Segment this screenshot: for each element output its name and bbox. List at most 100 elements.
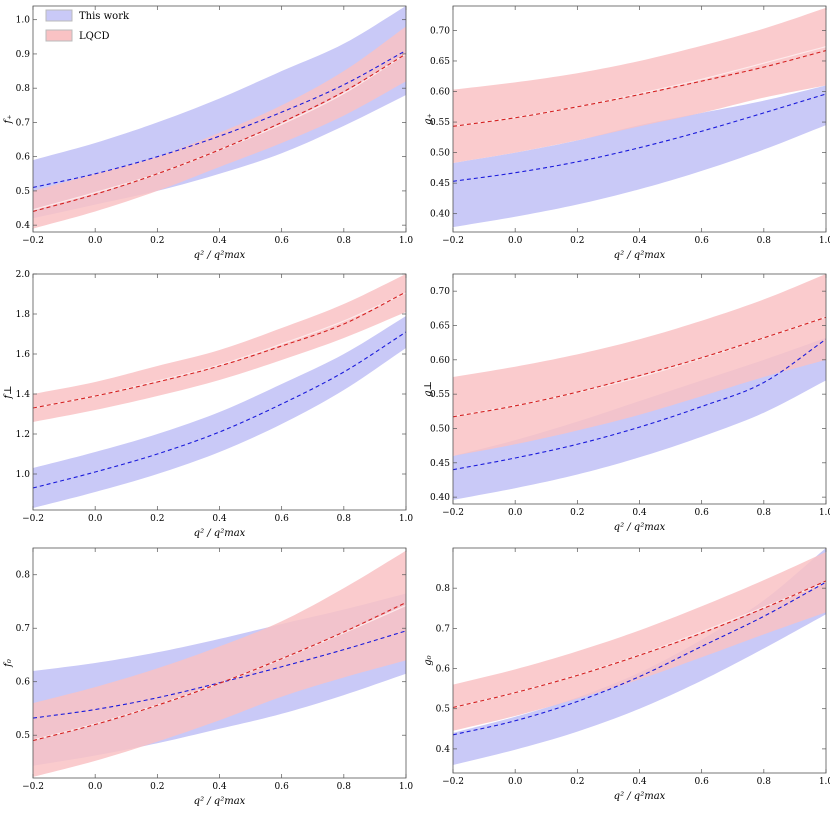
y-axis-title: g₊ <box>423 113 434 125</box>
band-lqcd <box>33 274 406 422</box>
x-tick-label: 0.2 <box>150 782 164 792</box>
x-tick-label: −0.2 <box>442 508 464 518</box>
x-tick-label: −0.2 <box>22 514 44 524</box>
x-tick-label: 0.2 <box>570 236 584 246</box>
y-tick-label: 0.40 <box>430 210 450 220</box>
band-lqcd <box>453 552 826 731</box>
y-tick-label: 0.45 <box>430 459 450 469</box>
x-tick-label: 0.4 <box>632 508 647 518</box>
x-tick-label: 0.4 <box>212 782 227 792</box>
x-tick-label: 0.6 <box>695 508 710 518</box>
band-this-work <box>453 548 826 765</box>
y-tick-label: 1.4 <box>16 390 31 400</box>
legend-swatch-lqcd <box>45 29 73 42</box>
x-tick-label: 1.0 <box>819 508 830 518</box>
x-tick-label: 0.2 <box>150 514 164 524</box>
band-lqcd <box>453 274 826 456</box>
central-line-lqcd <box>33 53 406 212</box>
x-tick-label: 1.0 <box>819 236 830 246</box>
y-tick-label: 1.2 <box>16 430 30 440</box>
central-line-lqcd <box>453 580 826 709</box>
y-tick-label: 0.5 <box>16 187 31 197</box>
x-tick-label: 0.6 <box>275 236 290 246</box>
x-tick-label: 0.0 <box>88 782 103 792</box>
y-tick-label: 0.60 <box>430 88 450 98</box>
y-tick-label: 0.6 <box>16 153 31 163</box>
y-tick-label: 0.6 <box>16 678 31 688</box>
y-tick-label: 0.50 <box>430 424 450 434</box>
x-tick-label: 0.2 <box>570 508 584 518</box>
y-axis-title: g₀ <box>423 655 434 665</box>
chart-panel-2: −0.2 0.0 0.2 0.4 0.6 0.8 1.0 0.40 0.45 0.50 0.55 0.… <box>423 5 830 261</box>
y-tick-label: 0.8 <box>16 571 31 581</box>
central-line-lqcd <box>453 50 826 127</box>
y-tick-label: 0.5 <box>16 731 31 741</box>
central-line-this-work <box>453 93 826 182</box>
y-tick-label: 1.8 <box>16 310 31 320</box>
x-tick-label: 0.8 <box>757 508 772 518</box>
chart-panel-4: −0.2 0.0 0.2 0.4 0.6 0.8 1.0 0.40 0.45 0.50 0.55 0.… <box>423 273 830 533</box>
y-axis-title: g⊥ <box>423 381 434 397</box>
x-tick-label: 0.0 <box>508 508 523 518</box>
x-tick-label: 1.0 <box>819 777 830 787</box>
x-tick-label: 0.4 <box>212 236 227 246</box>
x-axis-title: q² / q²max <box>614 250 666 261</box>
y-tick-label: 1.6 <box>16 350 31 360</box>
central-line-lqcd <box>453 316 826 418</box>
central-line-this-work <box>453 338 826 471</box>
x-tick-label: 0.0 <box>88 514 103 524</box>
central-line-this-work <box>453 581 826 736</box>
y-tick-label: 1.0 <box>16 16 31 26</box>
x-tick-label: 0.2 <box>150 236 164 246</box>
lqcd-band-midline <box>453 46 826 127</box>
y-tick-label: 0.5 <box>436 705 451 715</box>
y-axis-title: f₀ <box>3 659 14 668</box>
y-axis-title: f⊥ <box>3 385 14 399</box>
x-tick-label: −0.2 <box>22 236 44 246</box>
legend-label-lqcd: LQCD <box>79 31 110 42</box>
chart-panel-6: −0.2 0.0 0.2 0.4 0.6 0.8 1.0 0.4 0.5 0.6 0.7 0.8 q² … <box>423 547 830 802</box>
x-tick-label: 0.4 <box>632 236 647 246</box>
chart-panel-5: −0.2 0.0 0.2 0.4 0.6 0.8 1.0 0.5 0.6 0.7 0.8 q² / q… <box>3 547 413 807</box>
y-tick-label: 0.70 <box>430 287 450 297</box>
x-tick-label: −0.2 <box>22 782 44 792</box>
x-tick-label: 0.2 <box>570 777 584 787</box>
x-axis-title: q² / q²max <box>194 250 246 261</box>
x-tick-label: 0.4 <box>632 777 647 787</box>
central-line-this-work <box>33 630 406 719</box>
x-tick-label: −0.2 <box>442 777 464 787</box>
y-tick-label: 0.4 <box>16 221 31 231</box>
band-this-work <box>33 316 406 508</box>
x-axis-title: q² / q²max <box>614 791 666 802</box>
y-tick-label: 0.7 <box>16 624 31 634</box>
band-lqcd <box>453 7 826 163</box>
central-line-this-work <box>33 50 406 189</box>
x-tick-label: 1.0 <box>399 514 414 524</box>
x-tick-label: 0.6 <box>695 236 710 246</box>
x-tick-label: 1.0 <box>399 236 414 246</box>
band-lqcd <box>33 26 406 229</box>
y-tick-label: 0.4 <box>436 745 451 755</box>
y-axis-title: f₊ <box>3 115 14 125</box>
x-axis-title: q² / q²max <box>614 522 666 533</box>
central-line-lqcd <box>33 291 406 409</box>
central-line-this-work <box>33 331 406 489</box>
y-tick-label: 0.9 <box>16 50 31 60</box>
y-tick-label: 0.55 <box>430 390 450 400</box>
y-tick-label: 0.6 <box>436 665 451 675</box>
x-tick-label: 0.6 <box>695 777 710 787</box>
x-tick-label: −0.2 <box>442 236 464 246</box>
x-tick-label: 0.8 <box>337 514 352 524</box>
y-tick-label: 0.8 <box>16 84 31 94</box>
x-tick-label: 0.0 <box>88 236 103 246</box>
x-tick-label: 0.6 <box>275 782 290 792</box>
x-tick-label: 0.0 <box>508 236 523 246</box>
chart-panel-1: −0.2 0.0 0.2 0.4 0.6 0.8 1.0 0.4 0.5 0.6 0.7 0.8 0.9… <box>3 5 414 261</box>
y-tick-label: 0.55 <box>430 118 450 128</box>
legend-label-this-work: This work <box>79 11 130 22</box>
y-tick-label: 0.7 <box>16 118 31 128</box>
band-this-work <box>33 6 406 219</box>
y-tick-label: 0.60 <box>430 356 450 366</box>
y-tick-label: 0.40 <box>430 493 450 503</box>
